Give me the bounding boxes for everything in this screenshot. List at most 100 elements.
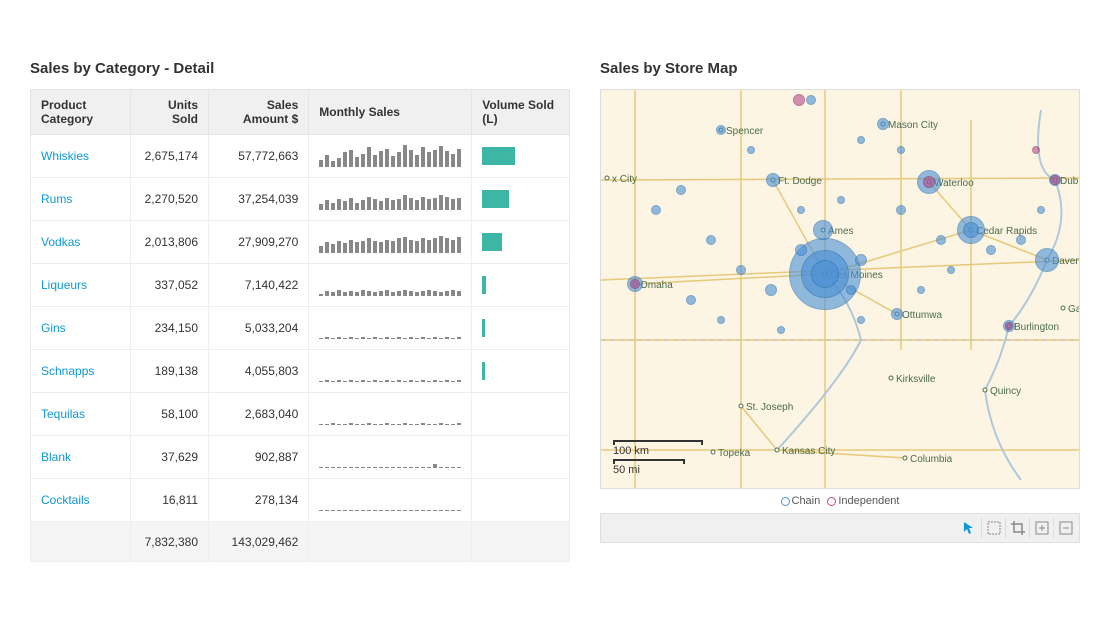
category-link[interactable]: Liqueurs [41,278,87,292]
volume-cell [472,221,570,264]
table-row: Cocktails16,811278,134 [31,479,570,522]
store-bubble[interactable] [716,125,726,135]
col-volume[interactable]: Volume Sold (L) [472,90,570,135]
units-cell: 2,013,806 [131,221,209,264]
category-link[interactable]: Tequilas [41,407,85,421]
store-bubble[interactable] [896,205,906,215]
store-bubble[interactable] [1016,235,1026,245]
store-bubble[interactable] [936,235,946,245]
store-bubble[interactable] [947,266,955,274]
volume-cell [472,436,570,479]
amount-cell: 57,772,663 [209,135,309,178]
store-bubble[interactable] [1005,322,1013,330]
sales-by-store-map-title: Sales by Store Map [600,60,1080,77]
volume-cell [472,178,570,221]
city-label: Kirksville [896,374,935,385]
zoom-out-icon[interactable] [1053,518,1073,538]
store-bubble[interactable] [963,222,979,238]
store-bubble[interactable] [706,235,716,245]
category-link[interactable]: Gins [41,321,66,335]
city-label: Ft. Dodge [778,176,822,187]
crop-tool-icon[interactable] [1005,518,1025,538]
units-cell: 234,150 [131,307,209,350]
pointer-tool-icon[interactable] [957,518,977,538]
zoom-in-icon[interactable] [1029,518,1049,538]
store-bubble[interactable] [651,205,661,215]
store-bubble[interactable] [917,286,925,294]
volume-cell [472,393,570,436]
scale-mi-label: 50 mi [613,464,703,476]
store-bubble[interactable] [923,176,935,188]
amount-cell: 4,055,803 [209,350,309,393]
volume-cell [472,135,570,178]
legend-label-independent: Independent [838,495,899,507]
sparkline-cell [309,221,472,264]
col-monthly[interactable]: Monthly Sales [309,90,472,135]
units-cell: 337,052 [131,264,209,307]
table-row: Liqueurs337,0527,140,422 [31,264,570,307]
table-row: Vodkas2,013,80627,909,270 [31,221,570,264]
total-amount: 143,029,462 [209,522,309,562]
amount-cell: 278,134 [209,479,309,522]
store-bubble[interactable] [891,308,903,320]
store-bubble[interactable] [795,244,807,256]
category-link[interactable]: Blank [41,450,71,464]
store-bubble[interactable] [1037,206,1045,214]
sparkline-cell [309,393,472,436]
category-link[interactable]: Cocktails [41,493,90,507]
store-bubble[interactable] [717,316,725,324]
store-bubble[interactable] [793,94,805,106]
store-bubble[interactable] [986,245,996,255]
store-bubble[interactable] [686,295,696,305]
store-bubble[interactable] [897,146,905,154]
store-bubble[interactable] [806,95,816,105]
store-bubble[interactable] [777,326,785,334]
sales-by-category-title: Sales by Category - Detail [30,60,570,77]
map-toolbar [600,513,1080,543]
store-bubble[interactable] [736,265,746,275]
store-bubble[interactable] [857,136,865,144]
store-bubble[interactable] [797,206,805,214]
category-link[interactable]: Rums [41,192,72,206]
category-link[interactable]: Schnapps [41,364,94,378]
sparkline-cell [309,436,472,479]
col-units[interactable]: Units Sold [131,90,209,135]
store-bubble[interactable] [765,284,777,296]
rect-select-tool-icon[interactable] [981,518,1001,538]
amount-cell: 5,033,204 [209,307,309,350]
store-bubble[interactable] [1050,175,1060,185]
store-bubble[interactable] [813,220,833,240]
volume-cell [472,479,570,522]
store-bubble[interactable] [1035,248,1059,272]
store-bubble[interactable] [676,185,686,195]
col-category[interactable]: Product Category [31,90,131,135]
map-legend: Chain Independent [600,489,1080,513]
store-bubble[interactable] [846,285,856,295]
col-amount[interactable]: Sales Amount $ [209,90,309,135]
amount-cell: 2,683,040 [209,393,309,436]
store-bubble[interactable] [1032,146,1040,154]
store-bubble[interactable] [837,196,845,204]
city-marker [1061,306,1066,311]
sparkline-cell [309,350,472,393]
store-bubble[interactable] [855,254,867,266]
category-link[interactable]: Whiskies [41,149,89,163]
volume-cell [472,350,570,393]
amount-cell: 37,254,039 [209,178,309,221]
store-bubble[interactable] [766,173,780,187]
store-map[interactable]: 100 km 50 mi SpencerMason CityFt. DodgeW… [600,89,1080,489]
map-scale: 100 km 50 mi [613,440,703,476]
store-bubble[interactable] [747,146,755,154]
store-bubble[interactable] [811,260,839,288]
store-bubble[interactable] [857,316,865,324]
legend-swatch-independent [827,497,836,506]
store-bubble[interactable] [630,279,640,289]
legend-label-chain: Chain [792,495,821,507]
sales-by-store-map-panel: Sales by Store Map 100 km 50 mi SpencerM… [600,60,1080,562]
sparkline-cell [309,264,472,307]
category-link[interactable]: Vodkas [41,235,80,249]
total-units: 7,832,380 [131,522,209,562]
store-bubble[interactable] [877,118,889,130]
volume-cell [472,264,570,307]
units-cell: 37,629 [131,436,209,479]
